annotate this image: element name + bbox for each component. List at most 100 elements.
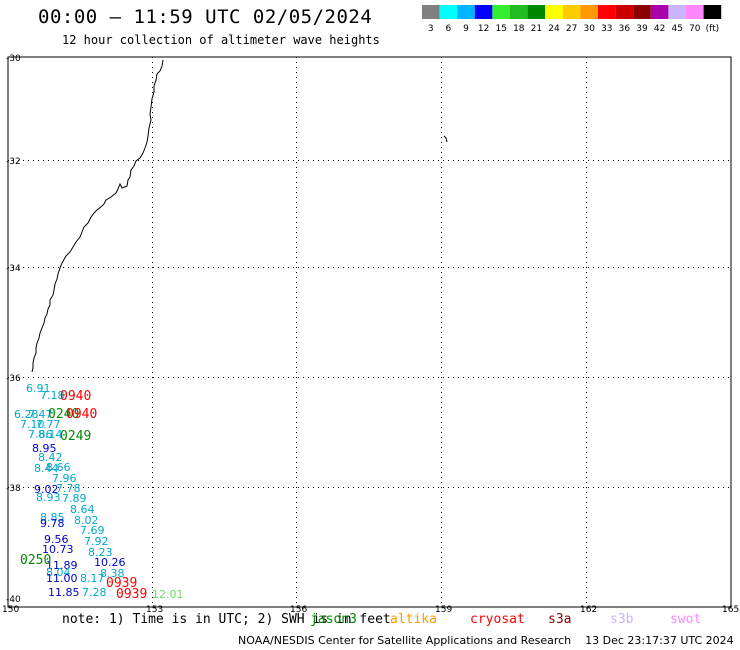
credit-line: NOAA/NESDIS Center for Satellite Applica…: [238, 634, 734, 647]
wave-height-label: 8.44: [34, 462, 59, 475]
note-text: note: 1) Time is in UTC; 2) SWH is in fe…: [62, 612, 391, 627]
legend-swatch-3: [474, 5, 493, 19]
legend-label-9: 30: [583, 24, 595, 34]
wave-height-label: 10.73: [42, 543, 74, 556]
wave-height-label: 11.89: [46, 559, 78, 572]
lon-label-150: 150: [2, 605, 19, 612]
wave-height-label: 8.93: [36, 491, 61, 504]
wave-height-label: 7.86: [28, 428, 53, 441]
legend-swatch-15: [686, 5, 704, 19]
legend-label-1: 6: [446, 24, 452, 34]
wave-height-label: 7.18: [40, 389, 65, 402]
graticule: [8, 57, 731, 607]
legend-label-13: 42: [654, 24, 665, 34]
wave-height-label: 8.38: [100, 567, 125, 580]
pass-time-label: 0240: [48, 407, 79, 422]
legend-swatch-4: [492, 5, 510, 19]
wave-height-label: 7.47: [28, 408, 53, 421]
wave-height-label: 8.14: [38, 428, 63, 441]
wave-height-label: 7.77: [36, 418, 61, 431]
color-scale-legend: 3 6 9 12 15 18 21 24 27 30 33 36 39 42 45 70 (ft): [422, 5, 722, 34]
lord-howe-island: [443, 135, 448, 143]
wave-height-label: 8.04: [46, 566, 71, 579]
pass-time-label: 0940: [66, 407, 97, 422]
lat-label-34: -34: [6, 264, 21, 274]
legend-swatch-11: [615, 5, 634, 19]
map-subtitle: 12 hour collection of altimeter wave hei…: [62, 33, 380, 47]
lon-label-153: 153: [146, 605, 163, 612]
wave-height-label: 11.85: [48, 586, 80, 599]
wave-height-label: 8.42: [38, 451, 63, 464]
wave-height-label: 8.66: [46, 461, 71, 474]
legend-label-10: 33: [601, 24, 612, 34]
legend-swatch-14: [668, 5, 686, 19]
legend-swatch-5: [510, 5, 528, 19]
wave-height-label: 8.02: [74, 514, 99, 527]
lat-label-38: -38: [6, 484, 21, 494]
wave-height-label: 12.01: [152, 588, 184, 601]
legend-label-15: 70: [689, 24, 701, 34]
lat-label-36: -36: [6, 374, 21, 384]
satellite-swot: swot: [670, 612, 702, 627]
satellite-s3a: s3a: [548, 612, 572, 627]
map-frame: [7, 56, 732, 608]
wave-height-label: 10.26: [94, 556, 126, 569]
legend-label-11: 36: [619, 24, 631, 34]
lat-label-40: -40: [6, 595, 21, 605]
wave-height-label: 7.10: [20, 418, 45, 431]
pass-time-label: 0939: [106, 576, 137, 591]
wave-height-label: 8.23: [88, 546, 113, 559]
wave-height-label: 9.56: [44, 533, 69, 546]
legend-label-7: 24: [548, 24, 560, 34]
satellite-s3b: s3b: [610, 612, 634, 627]
legend-swatch-12: [633, 5, 651, 19]
legend-swatch-13: [650, 5, 669, 19]
legend-label-6: 21: [531, 24, 542, 34]
wave-height-label: 7.28: [82, 586, 107, 599]
wave-height-label: 8.85: [40, 511, 65, 524]
wave-height-label: 6.91: [26, 382, 51, 395]
generated-timestamp: 13 Dec 23:17:37 UTC 2024: [585, 634, 734, 647]
map-title: 00:00 – 11:59 UTC 02/05/2024: [38, 6, 373, 28]
pass-time-label: 0940: [60, 389, 91, 404]
legend-swatch-10: [598, 5, 616, 19]
satellite-altika: altika: [390, 612, 437, 627]
legend-label-5: 18: [513, 24, 525, 34]
lon-label-162: 162: [580, 605, 597, 612]
legend-label-4: 15: [495, 24, 506, 34]
legend-label-14: 45: [671, 24, 682, 34]
legend-swatch-1: [439, 5, 458, 19]
lat-label-32: -32: [6, 157, 21, 167]
wave-height-label: 8.95: [32, 442, 57, 455]
legend-swatch-9: [580, 5, 598, 19]
altimeter-map: -30 -32 -34 -36 -38 -40 150 153 156 159 …: [2, 54, 739, 612]
lat-label-30: -30: [6, 54, 21, 64]
legend-label-0: 3: [428, 24, 434, 34]
wave-height-label: 7.96: [52, 472, 77, 485]
pass-time-label: 0939: [116, 587, 147, 602]
legend-swatch-2: [457, 5, 475, 19]
satellite-cryosat: cryosat: [470, 612, 525, 627]
wave-height-label: 6.28: [14, 408, 39, 421]
legend-label-16: (ft): [706, 24, 720, 34]
wave-height-label: 11.00: [46, 572, 78, 585]
wave-height-label: 7.69: [80, 524, 105, 537]
credit-gap: [575, 634, 582, 647]
credit-agency: NOAA/NESDIS Center for Satellite Applica…: [238, 634, 572, 647]
pass-time-label: 0249: [60, 429, 91, 444]
legend-swatch-7: [545, 5, 563, 19]
satellite-jason3: jason3: [310, 612, 357, 627]
wave-height-label: 7.78: [56, 482, 81, 495]
wave-height-label: 7.92: [84, 535, 109, 548]
lon-label-156: 156: [290, 605, 307, 612]
legend-swatch-6: [527, 5, 546, 19]
legend-swatch-16: [703, 5, 722, 19]
observation-labels: 6.917.1809406.287.47024009407.107.777.86…: [14, 382, 184, 602]
wave-height-label: 7.89: [62, 492, 87, 505]
pass-time-label: 0250: [20, 553, 51, 568]
legend-label-3: 12: [478, 24, 489, 34]
wave-height-label: 9.02: [34, 483, 59, 496]
legend-label-12: 39: [636, 24, 648, 34]
legend-label-2: 9: [463, 24, 469, 34]
